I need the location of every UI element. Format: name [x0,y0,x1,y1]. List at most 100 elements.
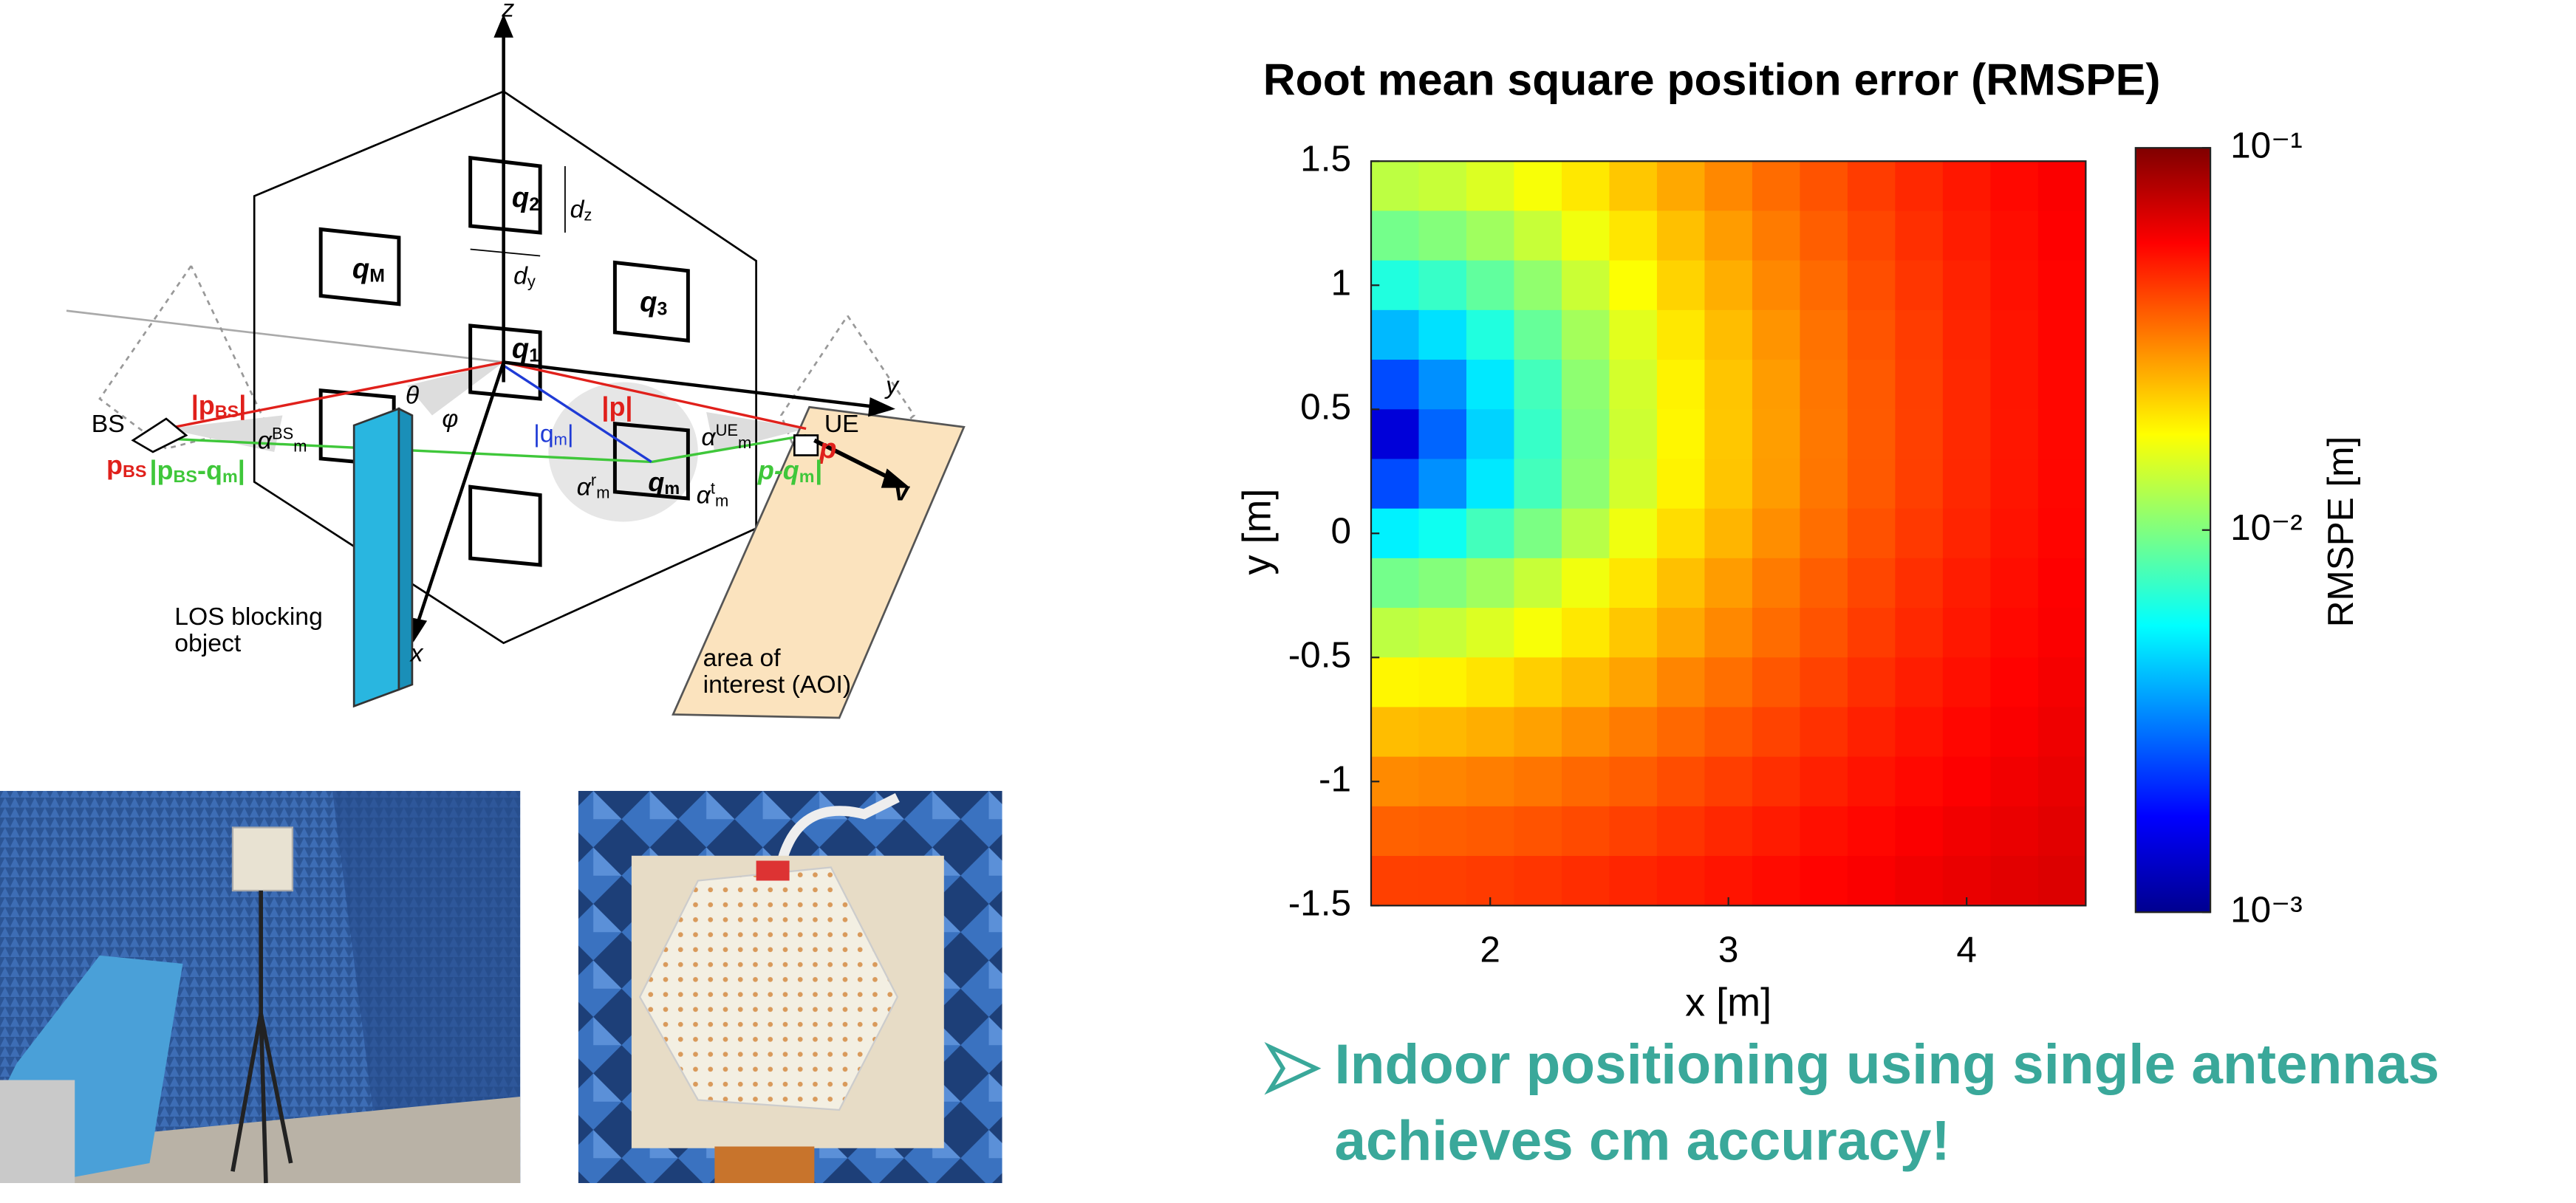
diagram-label-part: m [738,433,751,452]
heat-cell [1514,856,1562,907]
heat-cell [1942,360,1992,411]
diagram-label-part: BS [174,467,197,486]
heat-cell [1800,756,1848,807]
heat-cell [1466,309,1515,360]
heat-cell [1990,161,2039,212]
photo-right [578,791,1002,1183]
heat-cell [1466,210,1515,261]
heat-cell [1752,707,1801,758]
photo-antenna [231,826,294,892]
arrowhead [881,468,911,488]
heat-cell [1800,657,1848,708]
heat-cell [1514,806,1562,857]
heat-cell [1561,309,1610,360]
diagram-label-part: |p [149,454,173,484]
diagram-label: αBSm [258,424,307,456]
heat-cell [1704,210,1753,261]
heat-cell [1561,756,1610,807]
photo-left [0,791,521,1184]
heat-cell [1656,558,1706,609]
heat-cell [1990,459,2039,510]
diagram-label: x [409,639,424,667]
heat-cell [1895,260,1944,311]
heat-cell [1514,161,1562,212]
heat-cell [1800,856,1848,907]
heat-cell [1609,558,1658,609]
colorbar-tick-label: 10⁻³ [2230,889,2303,930]
heat-cell [1800,508,1848,559]
photo-mount [0,1080,75,1183]
heat-cell [2037,409,2087,460]
x-tick-label: 2 [1480,929,1500,970]
heat-cell [1418,309,1467,360]
diagram-label-part: t [711,479,715,498]
ray [651,433,807,464]
heat-cell [1704,260,1753,311]
heat-cell [1942,459,1992,510]
diagram-label: |pBS-qm| [149,454,245,486]
heat-cell [2037,756,2087,807]
heat-cell [1466,558,1515,609]
heat-cell [1847,806,1896,857]
diagram-label-part: α [701,423,717,451]
diagram-label-part: p-q [757,454,799,484]
heat-cell [1752,309,1801,360]
heat-cell [1895,459,1944,510]
diagram-label: qM [352,253,385,287]
patch [612,260,690,343]
heat-cell [1466,608,1515,659]
diagram-label: q3 [640,287,667,320]
diagram-label: φ [442,405,458,433]
aoi-label: interest (AOI) [703,671,852,699]
diagram-label-part: m [715,492,728,510]
heat-cell [1847,657,1896,708]
heat-cell [1418,459,1467,510]
heat-cell [1895,210,1944,261]
diagram-label-part: | [238,454,245,484]
heat-cell [1990,409,2039,460]
heat-cell [1990,360,2039,411]
heat-cell [1990,508,2039,559]
heat-cell [1847,558,1896,609]
aoi-label: area of [703,644,782,672]
colorbar-tick-label: 10⁻¹ [2230,125,2303,165]
heat-cell [1561,508,1610,559]
heat-cell [1847,707,1896,758]
blocking-label: LOS blocking [174,603,323,631]
heat-cell [1656,657,1706,708]
heatmap [1370,161,2087,907]
heat-cell [1704,806,1753,857]
heat-cell [1990,657,2039,708]
heat-cell [1895,309,1944,360]
heat-cell [1370,459,1420,510]
x-axis [415,361,505,626]
heat-cell [1370,558,1420,609]
velocity [813,438,899,484]
heat-cell [1418,806,1467,857]
diagram-label-part: y [527,273,536,291]
heat-cell [1561,856,1610,907]
diagram-label-part: |q [533,419,554,448]
diagram-label-part: | [567,419,574,448]
heat-cell [1514,459,1562,510]
heat-cell [1990,309,2039,360]
heat-cell [1609,657,1658,708]
heat-cell [1418,409,1467,460]
heat-cell [1514,608,1562,659]
heat-cell [1514,508,1562,559]
diagram-label-part: r [591,470,596,489]
diagram-label: qm [648,466,680,498]
heat-cell [1847,756,1896,807]
y-tick-label: 1.5 [1300,138,1351,179]
heat-cell [1609,309,1658,360]
heat-cell [1656,756,1706,807]
heat-cell [2037,161,2087,212]
heat-cell [1942,608,1992,659]
photo-cable [776,792,900,866]
heat-cell [1370,309,1420,360]
heat-cell [2037,806,2087,857]
diagram-label-part: BS [272,424,293,442]
heat-cell [1418,210,1467,261]
heat-cell [1418,161,1467,212]
heat-cell [1704,558,1753,609]
